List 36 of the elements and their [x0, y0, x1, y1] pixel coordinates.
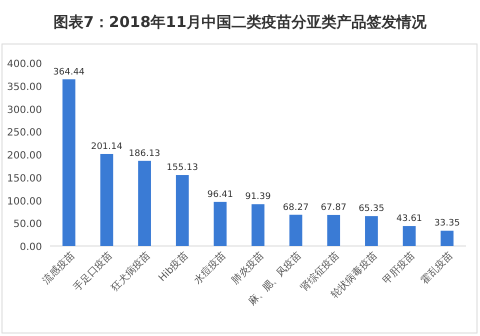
data-label: 155.13 [166, 163, 198, 174]
bar [365, 216, 378, 246]
data-label: 65.35 [358, 204, 384, 214]
bar [252, 204, 264, 246]
y-tick-label: 0.00 [20, 242, 42, 253]
bar [176, 175, 189, 246]
y-tick-label: 100.00 [7, 196, 42, 208]
data-label: 67.87 [320, 202, 347, 213]
y-tick-label: 300.00 [7, 104, 42, 116]
bar [402, 226, 416, 246]
y-tick-label: 250.00 [7, 128, 42, 139]
data-label: 68.27 [282, 202, 309, 213]
bar [327, 214, 340, 246]
data-label: 96.41 [207, 190, 234, 200]
y-tick-label: 200.00 [7, 150, 42, 162]
y-tick-label: 150.00 [7, 173, 42, 184]
x-tick-label: 水痘疫苗 [192, 250, 228, 286]
bar [100, 154, 114, 246]
chart-title: 图表7：2018年11月中国二类疫苗分亚类产品签发情况 [53, 13, 428, 31]
bar [440, 230, 454, 246]
bar [214, 202, 227, 246]
x-tick-label: Hib疫苗 [156, 250, 190, 284]
data-label: 364.44 [53, 67, 85, 78]
x-tick-label: 霍乱疫苗 [418, 250, 456, 286]
bar [289, 214, 302, 246]
y-tick-label: 350.00 [7, 82, 42, 93]
bar [62, 79, 76, 246]
data-label: 91.39 [245, 192, 272, 202]
x-tick-label: 甲肝疫苗 [380, 250, 418, 286]
data-label: 33.35 [434, 218, 460, 229]
data-label: 201.14 [90, 142, 123, 152]
data-label: 43.61 [396, 214, 422, 224]
data-label: 186.13 [128, 148, 160, 159]
y-tick-label: 400.00 [7, 59, 42, 70]
bar [138, 160, 151, 246]
y-tick-label: 50.00 [13, 219, 42, 230]
